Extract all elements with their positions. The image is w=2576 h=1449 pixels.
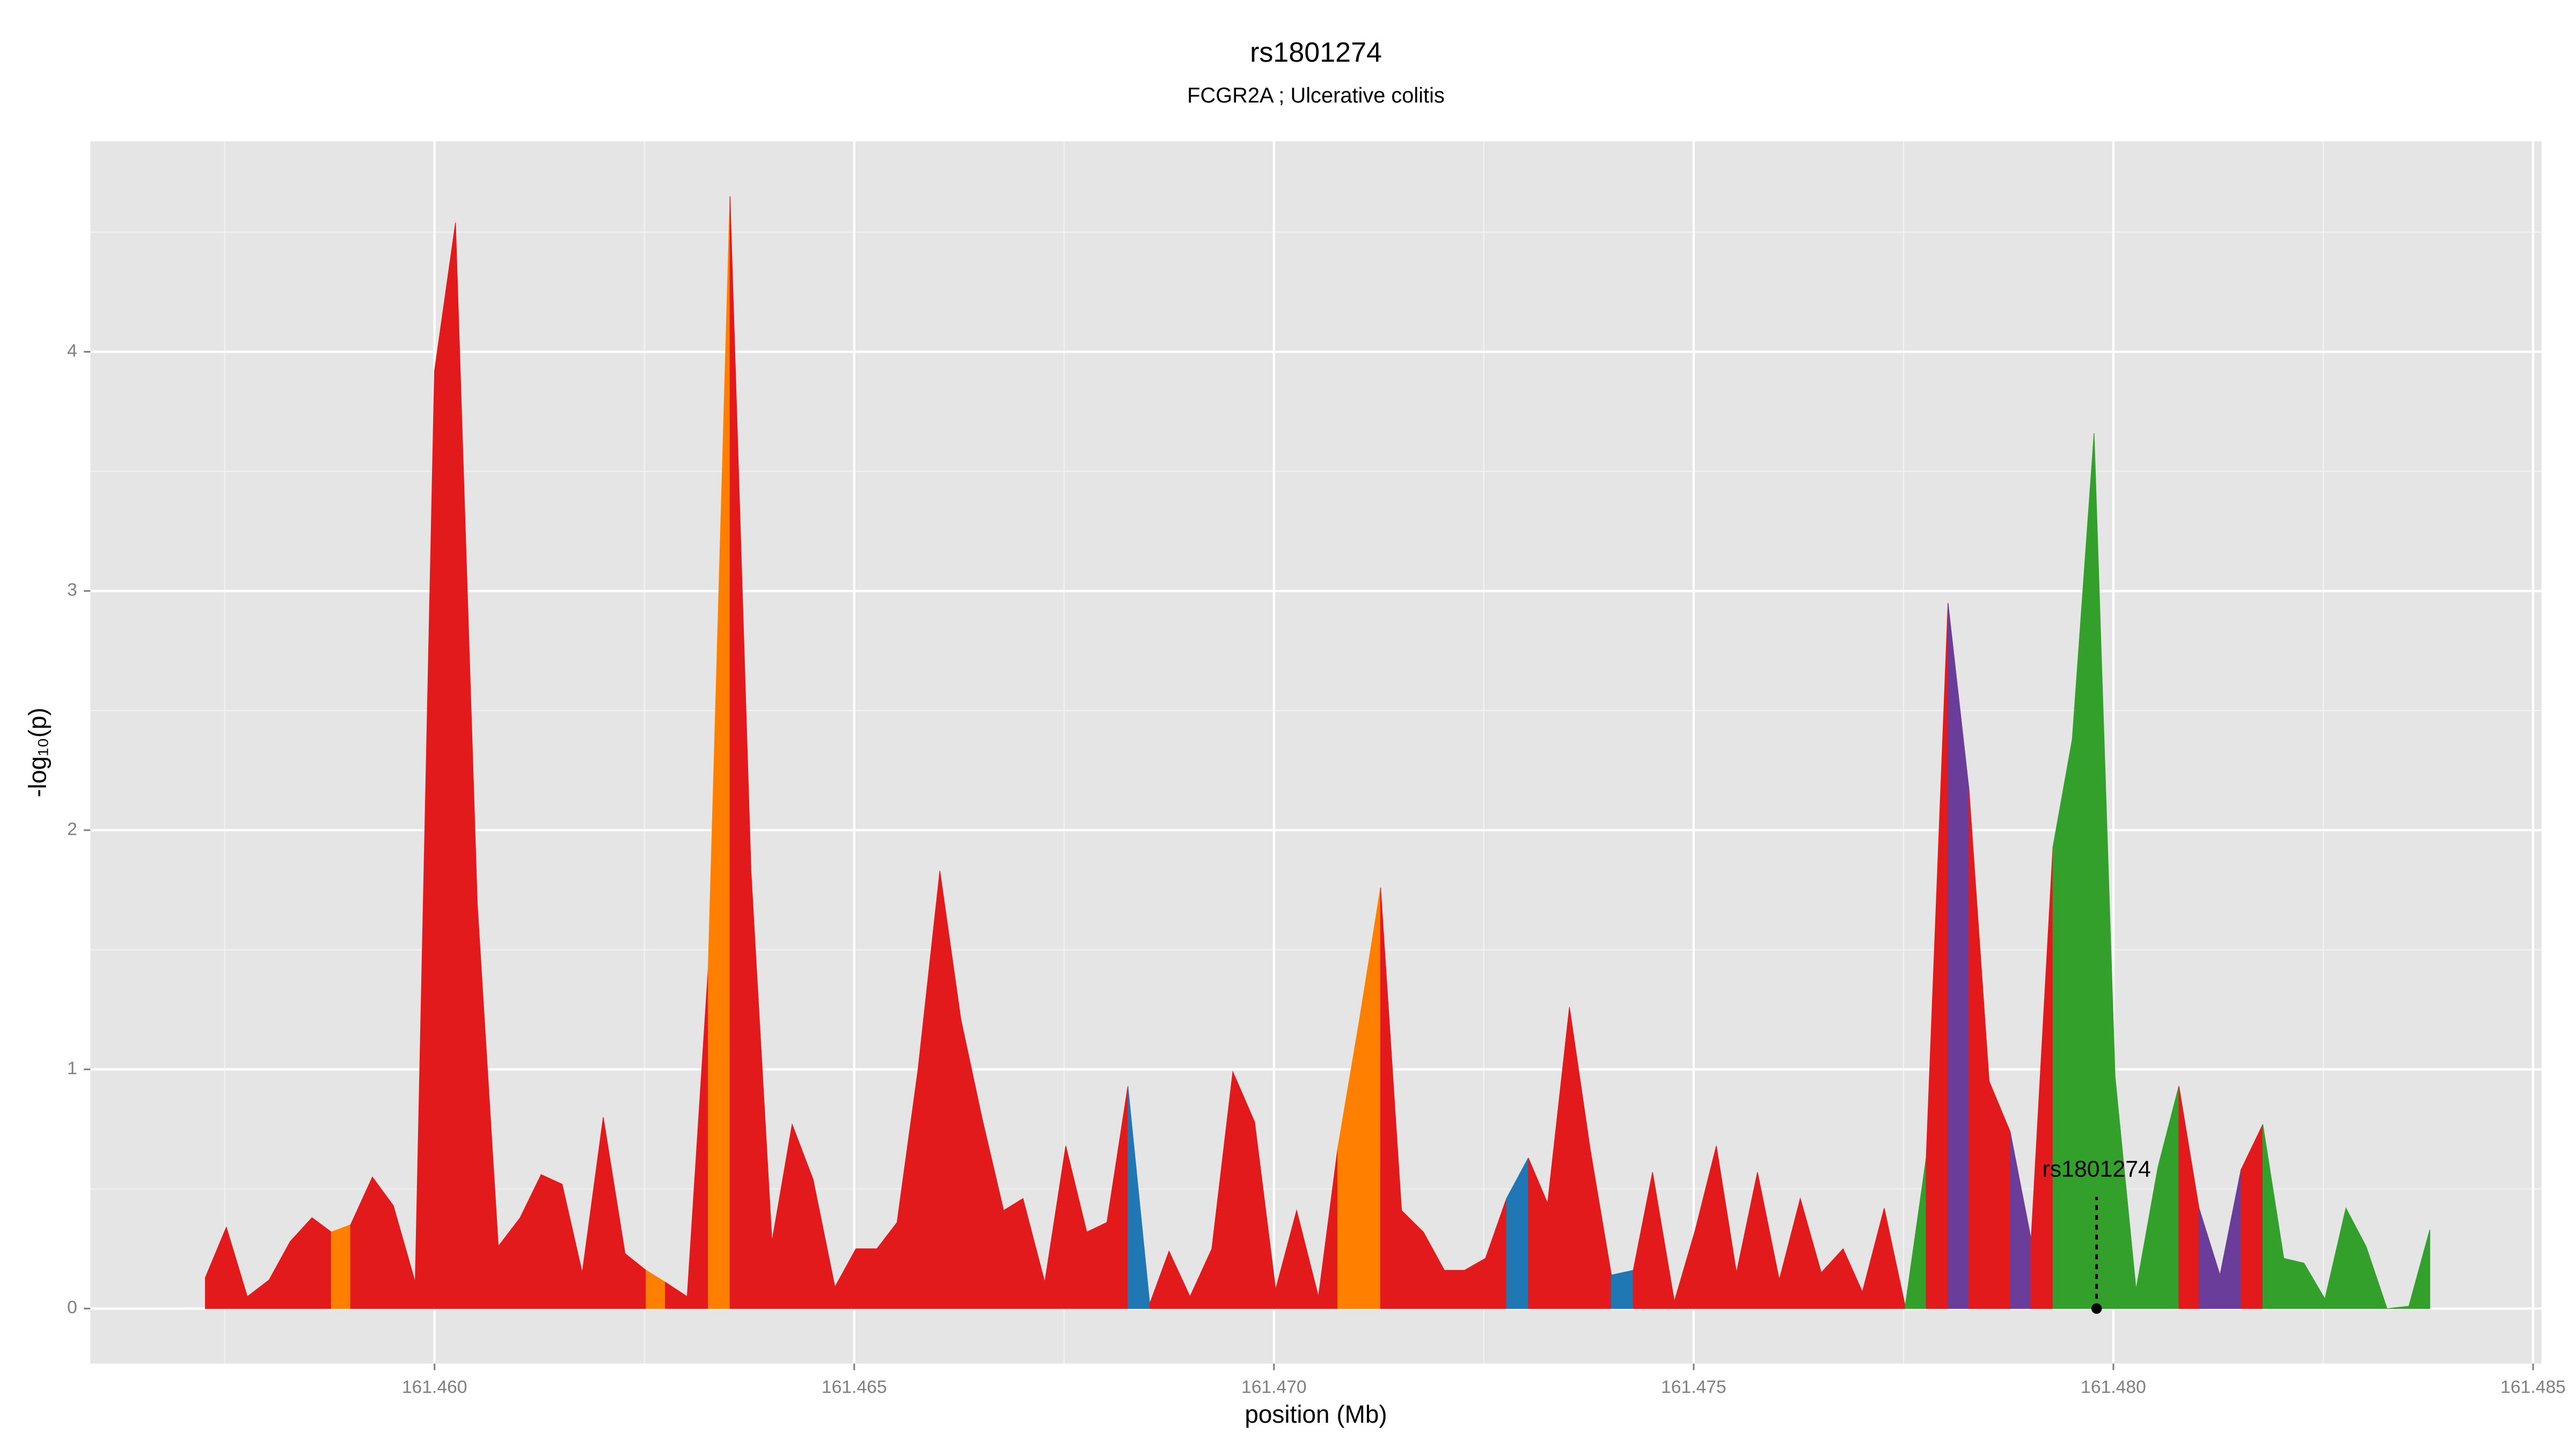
x-tick-label: 161.465 <box>822 1378 887 1397</box>
area-segment <box>665 969 709 1309</box>
areas: rs1801274 <box>205 196 2431 1314</box>
y-tick-label: 0 <box>67 1298 77 1318</box>
x-tick-label: 161.480 <box>2081 1378 2146 1397</box>
area-segment <box>2198 1169 2242 1309</box>
y-tick-label: 4 <box>67 341 77 361</box>
marker-point <box>2091 1303 2102 1314</box>
chart-title: rs1801274 <box>1250 37 1382 68</box>
area-segment <box>1611 1270 1634 1309</box>
grid <box>90 141 2542 1364</box>
area-segment <box>729 196 1129 1309</box>
area-segment <box>1633 1146 1906 1309</box>
x-tick-label: 161.460 <box>402 1378 467 1397</box>
area-segment <box>2262 1124 2431 1309</box>
area-segment <box>331 1224 351 1309</box>
marker-label: rs1801274 <box>2042 1156 2150 1182</box>
y-tick-label: 2 <box>67 819 77 839</box>
x-tick-label: 161.475 <box>1661 1378 1726 1397</box>
y-tick-label: 1 <box>67 1058 77 1078</box>
x-tick-label: 161.485 <box>2500 1378 2566 1397</box>
x-tick-label: 161.470 <box>1241 1378 1307 1397</box>
area-segment <box>1337 887 1381 1309</box>
area-segment <box>350 222 647 1309</box>
y-axis-title: -log₁₀(p) <box>24 707 52 797</box>
chart-subtitle: FCGR2A ; Ulcerative colitis <box>1187 84 1445 107</box>
x-axis-title: position (Mb) <box>1245 1400 1387 1428</box>
y-tick-label: 3 <box>67 580 77 600</box>
area-segment <box>1968 789 2011 1309</box>
plot-panel <box>90 141 2542 1364</box>
axes: 161.460 161.465 161.470 161.475 161.480 161.4… <box>67 341 2566 1397</box>
